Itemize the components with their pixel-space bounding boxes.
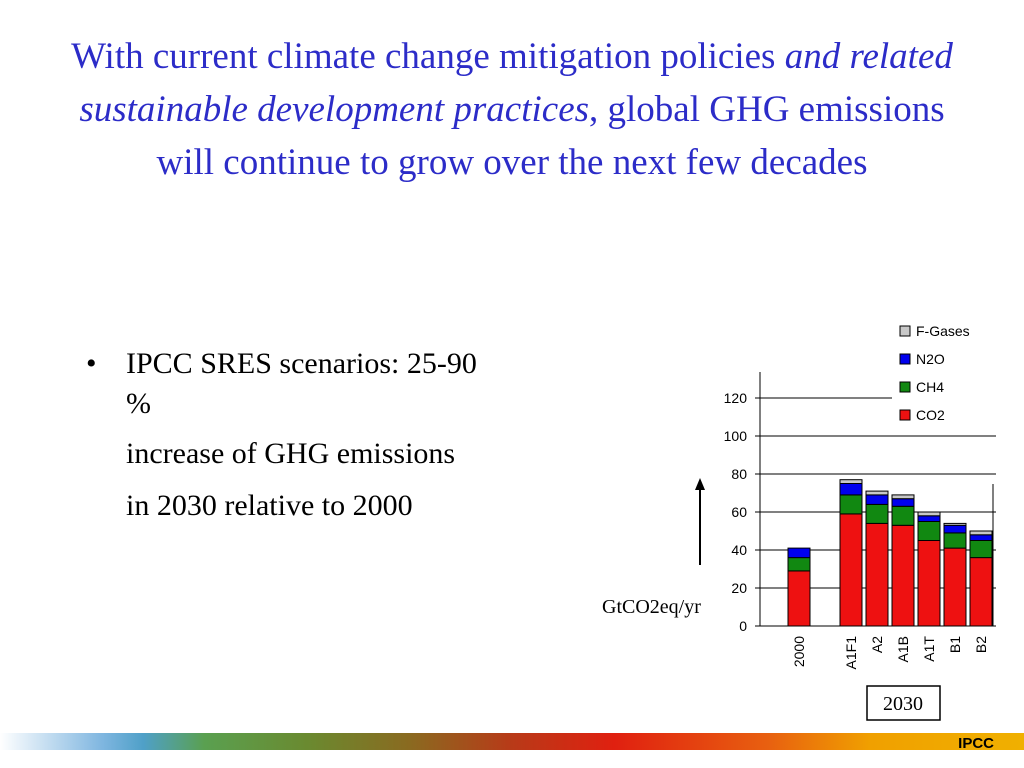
bar-segment-ch4: [969, 540, 993, 559]
legend-swatch-ch4: [899, 381, 911, 393]
y-tick-label: 100: [724, 428, 748, 444]
legend-label: CO2: [916, 407, 945, 423]
arrow-up-icon: [695, 478, 705, 490]
y-tick-label: 0: [739, 618, 747, 634]
axis-layer: 0 20 40 60 80 100 120 2000 A1F1 A2 A1B A1T B1 B2: [724, 372, 996, 669]
x-tick-label: 2000: [791, 636, 807, 667]
bullet-item: • IPCC SRES scenarios: 25-90 %: [86, 344, 506, 424]
bar-segment-n2o: [865, 494, 889, 505]
legend-layer: F-Gases N2O CH4 CO2: [892, 318, 996, 430]
bullet-dot-icon: •: [86, 347, 97, 380]
bullet-line-2: increase of GHG emissions: [126, 437, 456, 470]
y-tick-label: 20: [731, 580, 747, 596]
x-tick-label: A1F1: [843, 636, 859, 670]
bar-segment-n2o: [917, 515, 941, 522]
bar-segment-ch4: [917, 521, 941, 541]
bar-segment-ch4: [865, 503, 889, 524]
group-label: 2030: [883, 693, 923, 715]
y-tick-label: 60: [731, 504, 747, 520]
x-tick-label: A2: [869, 636, 885, 653]
x-tick-label: B2: [973, 636, 989, 653]
bar-segment-n2o: [787, 547, 811, 559]
bar-segment-ch4: [787, 557, 811, 572]
bar-segment-co2: [891, 524, 915, 627]
bar-segment-co2: [839, 513, 863, 627]
x-tick-label: B1: [947, 636, 963, 653]
bar-segment-f-gases: [865, 490, 889, 496]
y-tick-label: 80: [731, 466, 747, 482]
bar-segment-n2o: [839, 483, 863, 496]
bar-segment-co2: [969, 557, 993, 627]
bar-layer: [787, 479, 993, 627]
group-label-box: [866, 685, 941, 721]
bar-segment-co2: [865, 522, 889, 627]
bar-segment-f-gases: [891, 494, 915, 500]
x-tick-label: A1T: [921, 636, 937, 662]
bar-segment-co2: [917, 540, 941, 627]
bullet-main-text: IPCC SRES scenarios: 25-90 %: [126, 347, 477, 420]
footer-logo-label: IPCC: [958, 735, 994, 752]
title-italic: and related sustainable development prac…: [79, 36, 953, 130]
title-part-1: With current climate change mitigation p…: [71, 36, 785, 77]
bar-segment-f-gases: [839, 479, 863, 485]
bar-segment-f-gases: [969, 530, 993, 536]
bar-segment-co2: [943, 547, 967, 627]
x-tick-label: A1B: [895, 636, 911, 662]
bar-segment-co2: [787, 570, 811, 627]
bar-segment-ch4: [943, 532, 967, 549]
y-tick-label: 120: [724, 390, 748, 406]
bullet-subtext: increase of GHG emissions in 2030 relati…: [86, 434, 506, 526]
legend-swatch-n2o: [899, 353, 911, 365]
bullet-list: • IPCC SRES scenarios: 25-90 % increase …: [86, 344, 506, 526]
footer-gradient-bar: [0, 733, 1024, 750]
y-axis-label: GtCO2eq/yr: [602, 596, 701, 618]
bar-segment-f-gases: [917, 511, 941, 517]
legend-swatch-co2: [899, 409, 911, 421]
y-tick-label: 40: [731, 542, 747, 558]
bar-segment-f-gases: [943, 522, 967, 526]
legend-label: CH4: [916, 379, 944, 395]
title-part-2: , global GHG emissions will continue to …: [156, 89, 945, 183]
bar-segment-n2o: [943, 524, 967, 534]
slide-title: With current climate change mitigation p…: [60, 30, 964, 189]
legend-swatch-f-gases: [899, 325, 911, 337]
bar-segment-ch4: [891, 505, 915, 526]
bar-segment-ch4: [839, 494, 863, 515]
bullet-line-3: in 2030 relative to 2000: [126, 489, 413, 522]
bar-segment-n2o: [891, 498, 915, 507]
legend-label: N2O: [916, 351, 945, 367]
bar-segment-n2o: [969, 534, 993, 541]
legend-label: F-Gases: [916, 323, 970, 339]
